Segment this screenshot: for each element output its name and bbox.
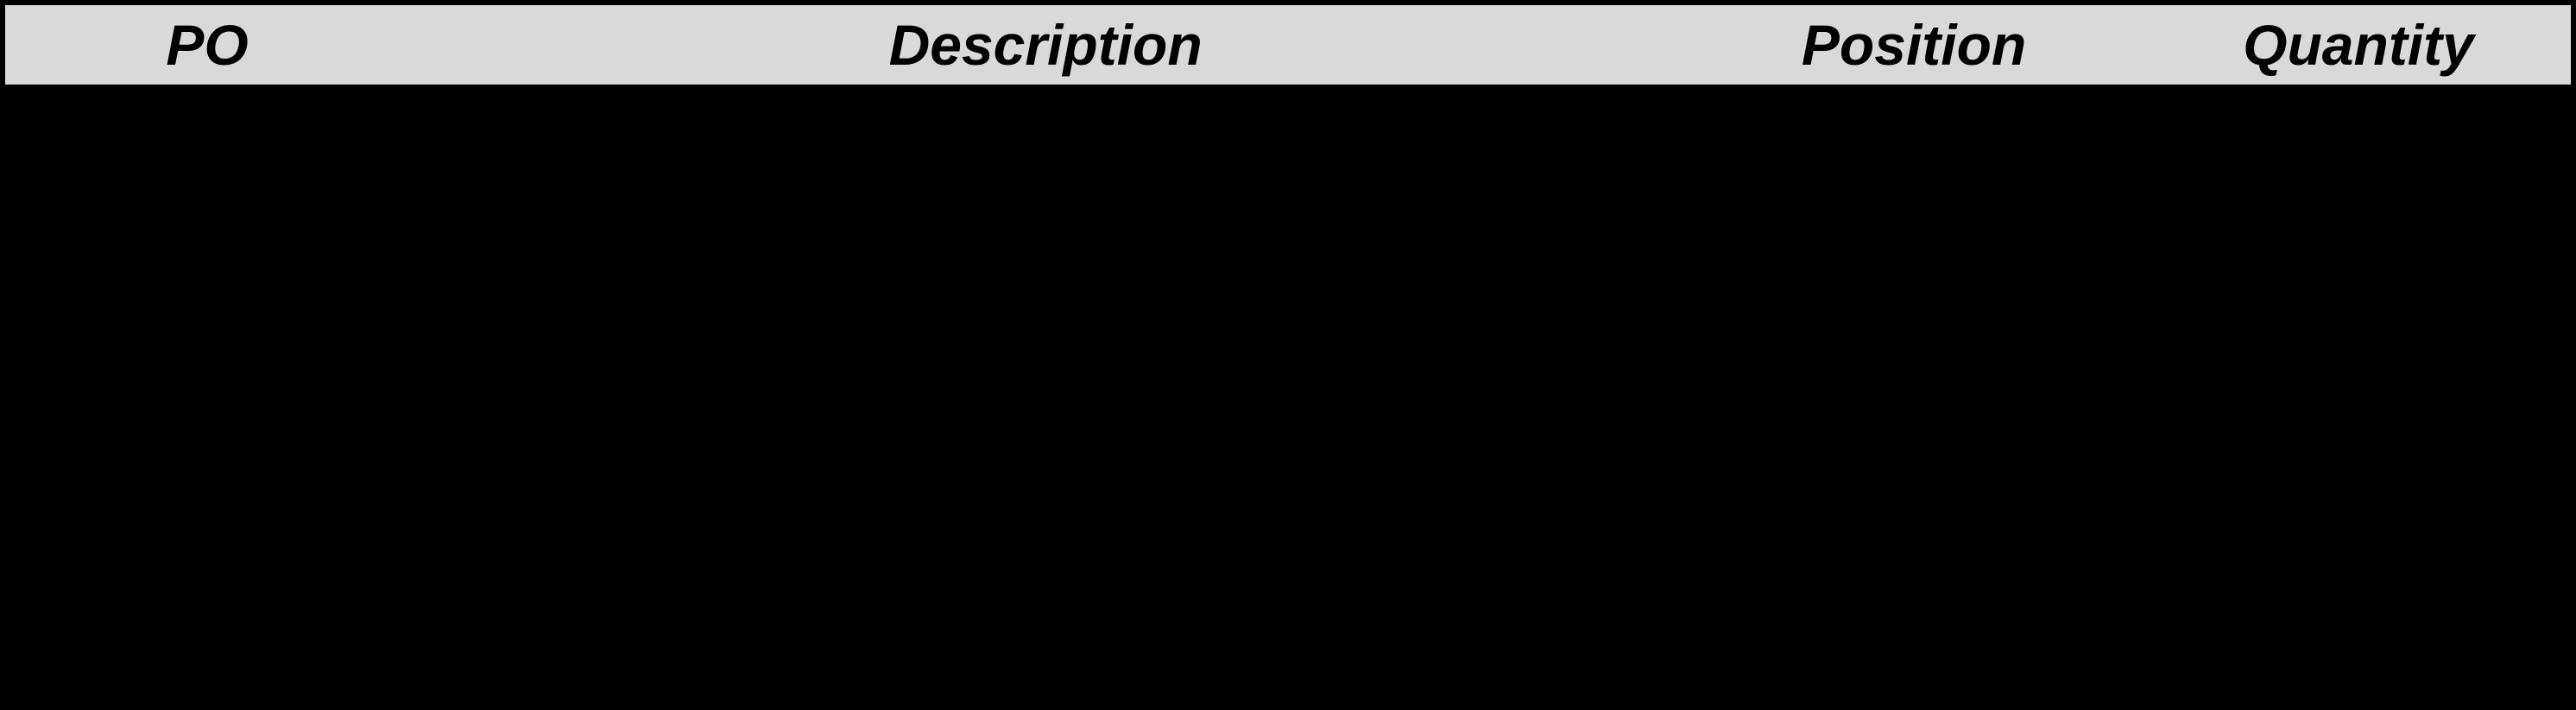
- column-header-quantity: Quantity: [2146, 5, 2571, 85]
- column-header-po: PO: [5, 5, 409, 85]
- table-body: [0, 90, 2576, 710]
- column-header-description: Description: [409, 5, 1682, 85]
- parts-table: PO Description Position Quantity: [0, 0, 2576, 710]
- column-header-position: Position: [1682, 5, 2146, 85]
- table-header-row: PO Description Position Quantity: [0, 0, 2576, 90]
